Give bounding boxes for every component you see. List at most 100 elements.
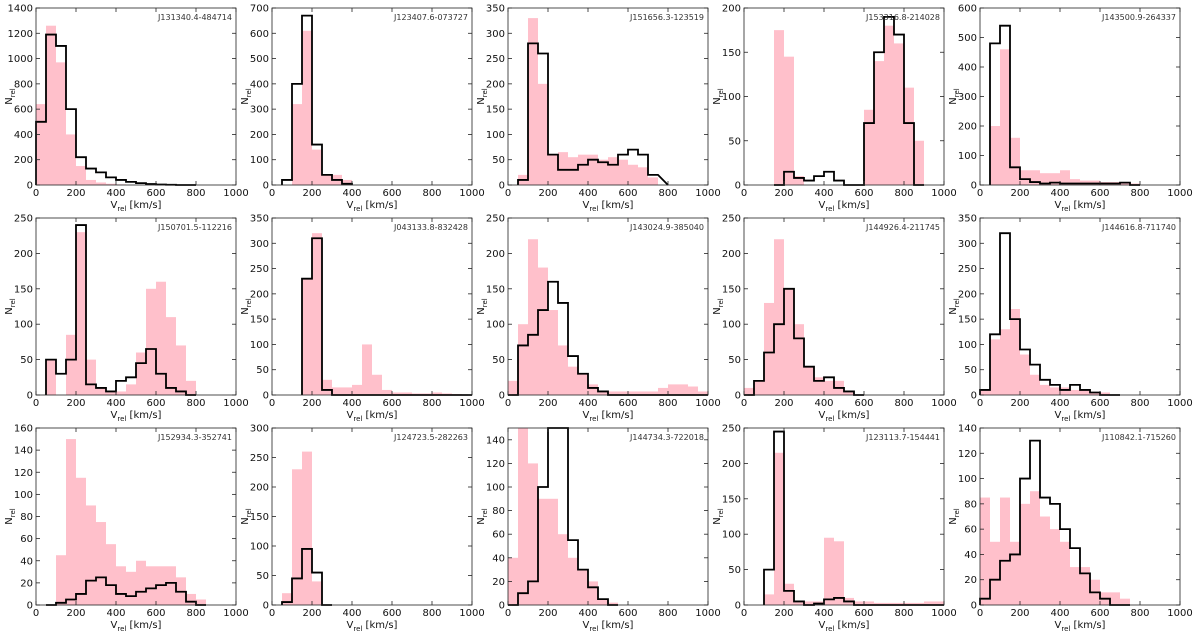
panel-title: J143024.9-385040 (629, 223, 704, 232)
black-step-histogram (763, 430, 944, 606)
pink-bar (76, 477, 86, 605)
y-tick-label: 250 (486, 214, 505, 225)
x-tick-label: 400 (342, 608, 361, 619)
pink-bar (528, 463, 538, 605)
y-tick-label: 50 (492, 155, 505, 166)
pink-bar (312, 149, 322, 185)
pink-bar (66, 134, 76, 185)
x-axis-label: Vrel [km/s] (583, 200, 634, 213)
x-tick-label: 600 (618, 188, 637, 199)
pink-bar (66, 334, 76, 395)
pink-bar (146, 288, 156, 395)
y-tick-label: 50 (728, 355, 741, 366)
x-tick-label: 800 (658, 398, 677, 409)
panel-title: J123113.7-154441 (865, 433, 940, 442)
pink-bar (46, 359, 56, 395)
y-tick-label: 250 (722, 214, 741, 225)
x-tick-label: 600 (854, 608, 873, 619)
y-tick-label: 140 (958, 424, 977, 435)
pink-bar (924, 601, 934, 605)
y-tick-label: 150 (958, 315, 977, 326)
panel-title: J144734.3-722018 (629, 433, 704, 442)
pink-bar (914, 602, 924, 605)
y-tick-label: 200 (722, 4, 741, 15)
y-tick-label: 500 (958, 33, 977, 44)
pink-bar (292, 469, 302, 605)
pink-bar (292, 104, 302, 185)
y-tick-label: 400 (14, 130, 33, 141)
y-tick-label: 0 (263, 601, 269, 612)
x-tick-label: 800 (1130, 398, 1149, 409)
panel-title: J143500.9-264337 (1101, 13, 1176, 22)
pink-bar (508, 380, 518, 395)
pink-bar (884, 602, 894, 605)
x-tick-label: 1000 (459, 398, 484, 409)
pink-bar (548, 154, 558, 185)
y-tick-label: 80 (20, 512, 33, 523)
panel-title: J151656.3-123519 (629, 13, 704, 22)
pink-bar (76, 232, 86, 395)
y-tick-label: 100 (958, 474, 977, 485)
black-step-histogram (301, 237, 472, 396)
x-tick-label: 600 (382, 608, 401, 619)
pink-bar (86, 179, 96, 185)
x-tick-label: 800 (894, 608, 913, 619)
histogram-panel-4: 0 200 400 600 800 1000 0 50 100 150 200 J153316.8-2… (712, 4, 957, 214)
y-tick-label: 100 (722, 92, 741, 103)
pink-bar (1030, 374, 1040, 395)
x-tick-label: 800 (658, 188, 677, 199)
x-tick-label: 400 (1050, 608, 1069, 619)
pink-bar (980, 389, 990, 395)
pink-bar (608, 602, 618, 605)
x-tick-label: 0 (741, 398, 747, 409)
pink-bar (1040, 516, 1050, 605)
x-tick-label: 200 (774, 608, 793, 619)
x-tick-label: 600 (618, 608, 637, 619)
y-tick-label: 100 (14, 490, 33, 501)
x-tick-label: 800 (894, 398, 913, 409)
black-step-histogram (45, 224, 196, 396)
y-tick-label: 400 (250, 79, 269, 90)
y-tick-label: 0 (971, 601, 977, 612)
pink-bar (1000, 497, 1010, 605)
y-tick-label: 350 (958, 214, 977, 225)
x-tick-label: 400 (578, 188, 597, 199)
pink-bar (176, 345, 186, 395)
histogram-panel-11: 0 200 400 600 800 1000 0 20 40 60 80 100 120 140 160 J1… (4, 424, 249, 634)
pink-bar (794, 324, 804, 395)
x-tick-label: 0 (33, 188, 39, 199)
x-tick-label: 0 (977, 608, 983, 619)
pink-bar (588, 581, 598, 605)
pink-bar (904, 602, 914, 605)
y-tick-label: 0 (499, 181, 505, 192)
pink-bar (648, 391, 658, 395)
x-tick-label: 600 (146, 398, 165, 409)
pink-bar (834, 541, 844, 605)
black-step-histogram (281, 14, 353, 185)
x-tick-label: 1000 (223, 398, 248, 409)
y-tick-label: 80 (964, 499, 977, 510)
y-axis-label: Nrel (476, 508, 489, 525)
pink-bar (76, 166, 86, 185)
pink-bar (698, 391, 708, 395)
y-tick-label: 0 (735, 391, 741, 402)
x-tick-label: 200 (538, 188, 557, 199)
axes-frame (35, 217, 237, 396)
x-tick-label: 600 (1090, 188, 1109, 199)
pink-bar (668, 384, 678, 395)
pink-bar (432, 392, 442, 395)
pink-bar (156, 281, 166, 395)
pink-bar (568, 157, 578, 185)
pink-bar (914, 140, 924, 185)
pink-bar (1010, 309, 1020, 395)
panel-title: J144926.4-211745 (865, 223, 940, 232)
y-tick-label: 100 (250, 155, 269, 166)
y-tick-label: 160 (14, 424, 33, 435)
x-tick-label: 200 (538, 398, 557, 409)
x-tick-label: 600 (854, 188, 873, 199)
y-tick-label: 0 (263, 391, 269, 402)
x-tick-label: 0 (505, 188, 511, 199)
y-tick-label: 150 (486, 105, 505, 116)
x-tick-label: 0 (741, 188, 747, 199)
